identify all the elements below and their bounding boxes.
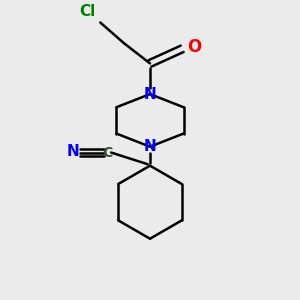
Text: Cl: Cl (80, 4, 96, 19)
Text: C: C (103, 146, 113, 160)
Text: N: N (144, 87, 156, 102)
Text: N: N (144, 139, 156, 154)
Text: O: O (188, 38, 202, 56)
Text: N: N (67, 144, 80, 159)
